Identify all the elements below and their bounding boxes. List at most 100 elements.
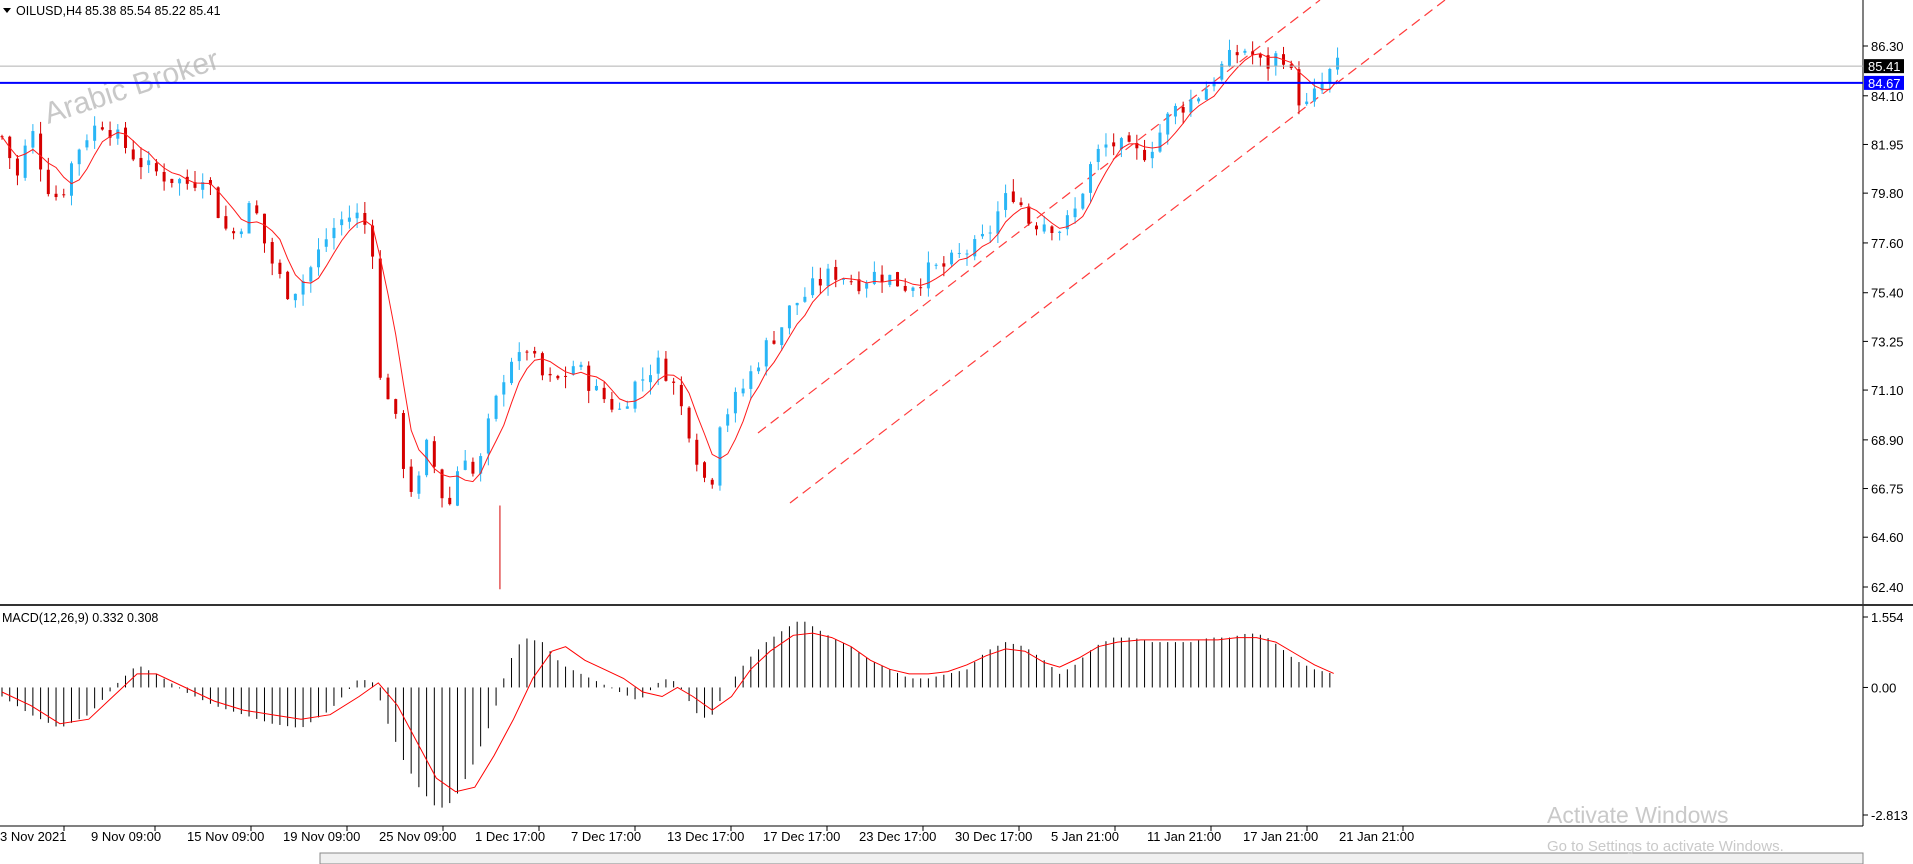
candle-body <box>1166 113 1170 135</box>
candle-body <box>1328 68 1332 83</box>
candle-body <box>178 178 182 184</box>
candle-body <box>1243 50 1247 53</box>
candle-body <box>62 194 66 196</box>
candle-body <box>324 239 328 247</box>
price-tick-label: 68.90 <box>1871 433 1904 448</box>
candle-body <box>880 274 884 283</box>
chart-scrollbar[interactable] <box>319 852 1864 864</box>
candle-body <box>448 497 452 505</box>
candle-body <box>633 381 637 409</box>
candle-body <box>124 127 128 148</box>
candle-body <box>641 379 645 381</box>
candle-body <box>764 340 768 367</box>
macd-label: MACD(12,26,9) 0.332 0.308 <box>2 611 158 625</box>
horizontal-lines[interactable]: 85.41 84.67 <box>0 59 1904 91</box>
macd-tick-label: -2.813 <box>1871 808 1908 823</box>
candle-body <box>1089 164 1093 193</box>
candle-body <box>363 212 367 225</box>
candle-body <box>401 413 405 469</box>
candle-body <box>648 375 652 383</box>
candle-body <box>54 193 58 198</box>
time-tick-label: 13 Dec 17:00 <box>667 829 744 844</box>
time-tick-label: 25 Nov 09:00 <box>379 829 456 844</box>
price-tick-label: 86.30 <box>1871 39 1904 54</box>
candle-body <box>1227 49 1231 67</box>
candle-body <box>610 399 614 410</box>
candle-body <box>834 266 838 280</box>
candle-body <box>371 225 375 257</box>
macd-axis: 1.554 0.00 -2.813 <box>1863 610 1908 823</box>
candle-body <box>818 278 822 286</box>
channel-upper-line[interactable] <box>757 0 1321 434</box>
price-panel-bg <box>0 0 1863 605</box>
candle-body <box>502 382 506 395</box>
candle-body <box>618 408 622 410</box>
candlestick-series <box>0 39 1340 590</box>
collapse-triangle-icon[interactable] <box>3 8 11 13</box>
candle-body <box>93 125 97 141</box>
candle-body <box>510 361 514 384</box>
price-tick-label: 84.10 <box>1871 89 1904 104</box>
macd-indicator <box>1 621 1334 808</box>
candle-body <box>46 169 50 195</box>
candle-body <box>733 391 737 414</box>
moving-average-path <box>1 53 1338 483</box>
candle-body <box>463 460 467 470</box>
candle-body <box>1065 215 1069 230</box>
candle-body <box>548 373 552 376</box>
candle-body <box>85 140 89 148</box>
level-badge <box>1864 75 1904 90</box>
price-tick-label: 73.25 <box>1871 334 1904 349</box>
candle-body <box>1143 149 1147 161</box>
candle-body <box>950 252 954 265</box>
candle-body <box>471 461 475 474</box>
price-tick-label: 81.95 <box>1871 137 1904 152</box>
candle-body <box>695 439 699 465</box>
ohlc-values: 85.38 85.54 85.22 85.41 <box>85 4 221 18</box>
candle-body <box>286 271 290 300</box>
candle-body <box>540 353 544 376</box>
candle-body <box>100 127 104 130</box>
candle-body <box>208 180 212 185</box>
candle-body <box>232 231 236 234</box>
candle-body <box>1119 138 1123 150</box>
candle-body <box>1004 193 1008 210</box>
candle-body <box>772 340 776 344</box>
candle-body <box>795 302 799 306</box>
time-tick-label: 21 Jan 21:00 <box>1339 829 1414 844</box>
candle-body <box>147 160 151 166</box>
candle-body <box>1212 81 1216 87</box>
price-tick-label: 75.40 <box>1871 286 1904 301</box>
candle-body <box>309 267 313 282</box>
candle-body <box>664 358 668 381</box>
candle-body <box>494 395 498 419</box>
candle-body <box>278 262 282 274</box>
candle-body <box>726 414 730 426</box>
candle-body <box>77 149 81 165</box>
time-tick-label: 30 Dec 17:00 <box>955 829 1032 844</box>
candle-body <box>973 239 977 257</box>
candle-body <box>224 216 228 229</box>
time-tick-label: 7 Dec 17:00 <box>571 829 641 844</box>
candle-body <box>162 171 166 182</box>
candle-body <box>872 271 876 284</box>
candle-body <box>587 365 591 391</box>
candle-body <box>39 133 43 170</box>
price-tick-label: 79.80 <box>1871 186 1904 201</box>
price-tick-label: 66.75 <box>1871 482 1904 497</box>
moving-average-line <box>1 53 1338 483</box>
price-tick-label: 62.40 <box>1871 580 1904 595</box>
symbol-label: OILUSD,H4 <box>16 4 82 18</box>
candle-body <box>919 287 923 289</box>
candle-body <box>1011 191 1015 202</box>
candle-body <box>803 296 807 302</box>
candle-body <box>417 475 421 494</box>
candle-body <box>965 253 969 255</box>
candle-body <box>293 293 297 301</box>
candle-body <box>1197 98 1201 102</box>
candle-body <box>1058 231 1062 233</box>
candle-body <box>1189 99 1193 113</box>
macd-tick-label: 1.554 <box>1871 610 1904 625</box>
candle-body <box>679 384 683 407</box>
